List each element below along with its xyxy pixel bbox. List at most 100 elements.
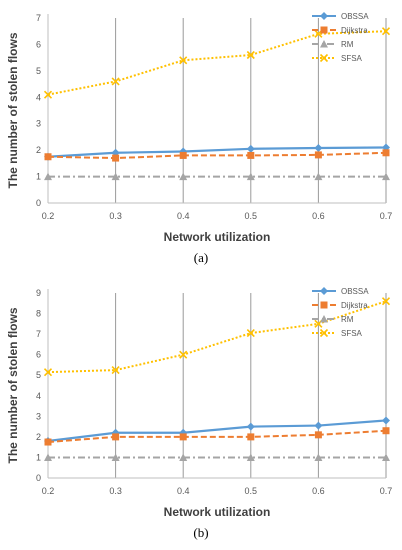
series-rm bbox=[44, 453, 390, 461]
series-line-dijkstra bbox=[47, 429, 387, 444]
y-tick-label: 1 bbox=[36, 452, 41, 462]
legend-label-obssa: OBSSA bbox=[341, 287, 369, 296]
data-point-sfsa bbox=[43, 90, 53, 99]
data-point-rm bbox=[44, 453, 52, 461]
data-point-obssa bbox=[382, 416, 390, 425]
grid-lines bbox=[47, 18, 387, 203]
y-tick-label: 8 bbox=[36, 309, 41, 319]
data-point-rm bbox=[111, 172, 120, 181]
y-tick-label: 7 bbox=[36, 329, 41, 339]
data-point-dijkstra bbox=[382, 149, 390, 157]
legend-label-dijkstra: Dijkstra bbox=[341, 26, 368, 35]
data-point-rm bbox=[246, 172, 255, 181]
data-point-sfsa bbox=[179, 350, 188, 359]
grid-lines bbox=[47, 293, 387, 478]
y-tick-label: 6 bbox=[36, 39, 41, 49]
legend-marker bbox=[320, 40, 328, 48]
data-point-dijkstra bbox=[179, 433, 187, 441]
y-axis-title: The number of stolen flows bbox=[6, 307, 20, 463]
data-point-rm bbox=[314, 453, 323, 461]
data-point-obssa bbox=[246, 422, 255, 431]
legend-label-rm: RM bbox=[341, 40, 354, 49]
y-tick-label: 1 bbox=[36, 172, 41, 182]
series-line-obssa bbox=[47, 419, 387, 443]
y-tick-label: 2 bbox=[36, 145, 41, 155]
series-line-dijkstra bbox=[47, 151, 387, 160]
data-point-rm bbox=[179, 172, 188, 181]
data-point-sfsa bbox=[111, 366, 120, 375]
data-point-dijkstra bbox=[382, 427, 390, 435]
legend-label-dijkstra: Dijkstra bbox=[341, 301, 368, 310]
series-line-obssa bbox=[47, 146, 387, 158]
y-tick-label: 3 bbox=[36, 411, 41, 421]
y-tick-label: 4 bbox=[36, 391, 41, 401]
series-dijkstra bbox=[44, 427, 390, 446]
data-point-dijkstra bbox=[112, 154, 120, 162]
x-tick-label: 0.3 bbox=[109, 486, 122, 496]
legend: OBSSA Dijkstra RM SFSA bbox=[312, 12, 369, 63]
data-point-dijkstra bbox=[44, 153, 52, 161]
data-point-rm bbox=[111, 453, 120, 461]
y-tick-label: 0 bbox=[36, 198, 41, 208]
legend-label-sfsa: SFSA bbox=[341, 329, 363, 338]
y-axis-title: The number of stolen flows bbox=[6, 32, 20, 188]
series-line-sfsa bbox=[47, 300, 387, 374]
data-point-dijkstra bbox=[247, 433, 255, 441]
data-point-sfsa bbox=[43, 368, 53, 377]
x-axis-title: Network utilization bbox=[164, 505, 271, 519]
data-point-obssa bbox=[246, 144, 255, 153]
data-point-sfsa bbox=[246, 329, 255, 338]
data-point-dijkstra bbox=[314, 151, 322, 159]
data-point-obssa bbox=[314, 421, 323, 430]
x-tick-label: 0.4 bbox=[177, 211, 190, 221]
legend-label-rm: RM bbox=[341, 315, 354, 324]
legend-marker bbox=[320, 301, 328, 309]
data-point-dijkstra bbox=[179, 151, 187, 159]
x-tick-label: 0.2 bbox=[42, 211, 55, 221]
data-point-rm bbox=[382, 172, 390, 181]
x-tick-label: 0.7 bbox=[380, 486, 393, 496]
x-tick-label: 0.3 bbox=[109, 211, 122, 221]
legend-marker bbox=[319, 328, 329, 338]
data-point-obssa bbox=[314, 144, 323, 153]
legend-label-obssa: OBSSA bbox=[341, 12, 369, 21]
y-tick-label: 9 bbox=[36, 288, 41, 298]
x-tick-label: 0.7 bbox=[380, 211, 393, 221]
data-point-dijkstra bbox=[314, 431, 322, 439]
data-point-sfsa bbox=[381, 27, 391, 36]
x-tick-label: 0.6 bbox=[312, 211, 325, 221]
figure-caption-b: (b) bbox=[193, 525, 208, 540]
line-chart-b: 0 1 2 3 4 5 6 7 8 9 0.2 0.3 0.4 0.5 0.6 0.7 Network util… bbox=[6, 287, 393, 540]
y-tick-label: 2 bbox=[36, 432, 41, 442]
data-point-rm bbox=[382, 453, 390, 461]
series-line-sfsa bbox=[47, 30, 387, 96]
data-point-sfsa bbox=[246, 50, 255, 60]
y-tick-label: 3 bbox=[36, 119, 41, 129]
y-tick-label: 4 bbox=[36, 92, 41, 102]
data-point-dijkstra bbox=[44, 438, 52, 446]
chart-panel-b: 0 1 2 3 4 5 6 7 8 9 0.2 0.3 0.4 0.5 0.6 0.7 Network util… bbox=[0, 275, 402, 550]
data-point-rm bbox=[314, 172, 323, 181]
series-dijkstra bbox=[44, 149, 390, 162]
data-point-rm bbox=[44, 172, 52, 181]
legend-marker bbox=[319, 53, 329, 63]
legend: OBSSA Dijkstra RM SFSA bbox=[312, 287, 369, 338]
data-point-sfsa bbox=[179, 56, 188, 65]
data-point-rm bbox=[179, 453, 188, 461]
x-tick-label: 0.4 bbox=[177, 486, 190, 496]
y-tick-label: 7 bbox=[36, 13, 41, 23]
data-point-sfsa bbox=[381, 297, 391, 306]
legend-marker bbox=[320, 287, 328, 295]
legend-marker bbox=[320, 26, 328, 34]
chart-panel-a: 0 1 2 3 4 5 6 7 0.2 0.3 0.4 0.5 0.6 0.7 Network utiliz… bbox=[6, 12, 393, 265]
data-point-sfsa bbox=[111, 77, 120, 86]
legend-marker bbox=[320, 315, 328, 323]
y-tick-label: 0 bbox=[36, 473, 41, 483]
legend-label-sfsa: SFSA bbox=[341, 54, 363, 63]
y-tick-label: 6 bbox=[36, 350, 41, 360]
x-tick-label: 0.5 bbox=[245, 486, 258, 496]
x-tick-label: 0.6 bbox=[312, 486, 325, 496]
x-axis-title: Network utilization bbox=[164, 230, 271, 244]
line-chart-a: 0 1 2 3 4 5 6 7 0.2 0.3 0.4 0.5 0.6 0.7 Network utiliz… bbox=[6, 12, 393, 265]
data-point-dijkstra bbox=[247, 151, 255, 159]
